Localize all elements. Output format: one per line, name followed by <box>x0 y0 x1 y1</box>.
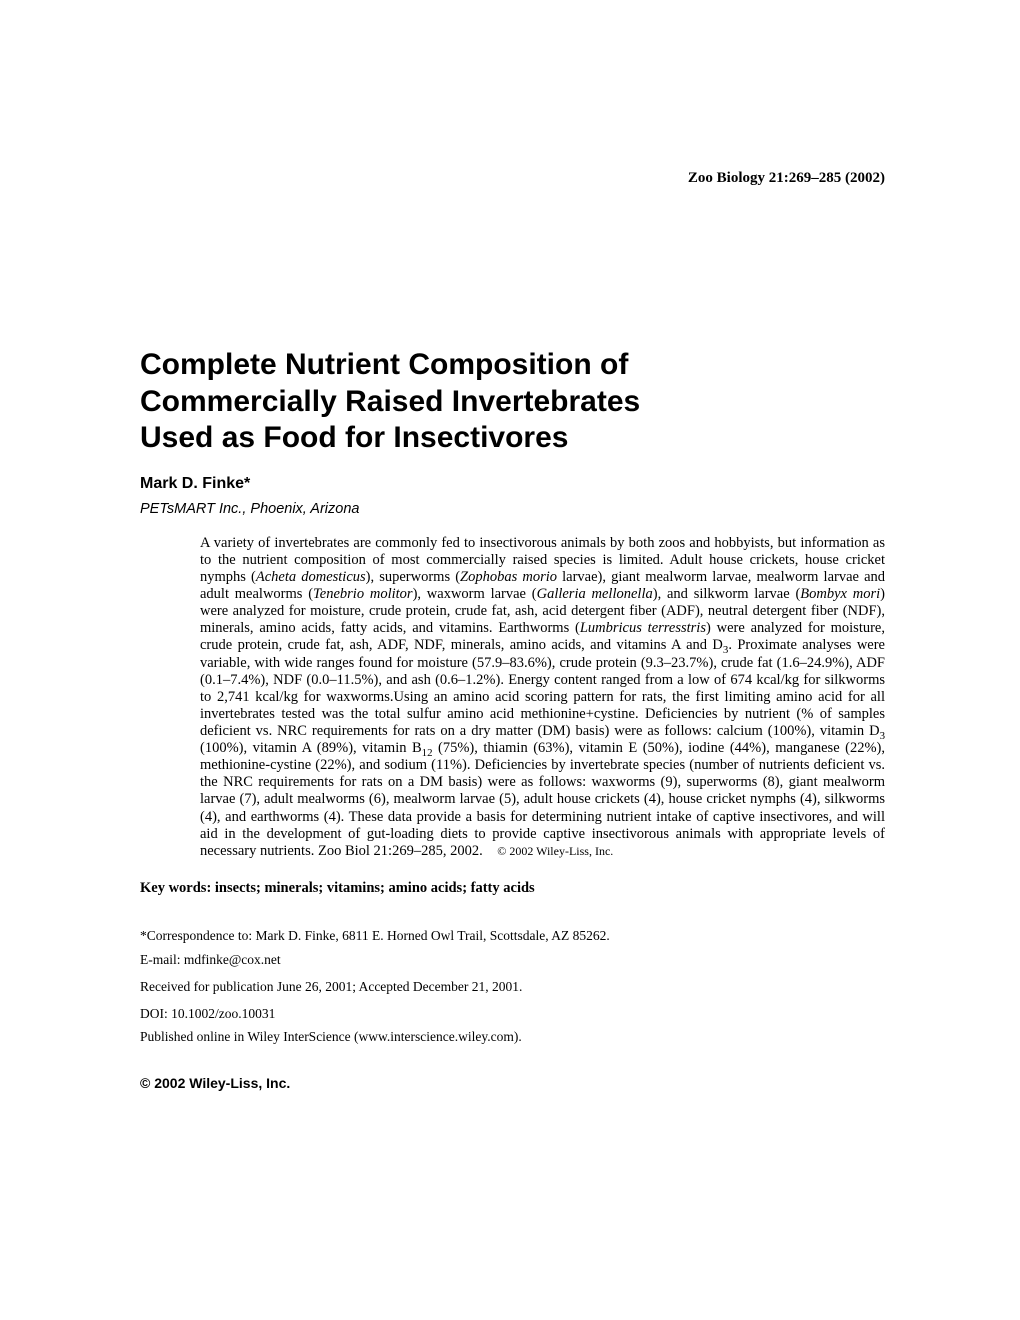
journal-header: Zoo Biology 21:269–285 (2002) <box>140 170 890 187</box>
article-title: Complete Nutrient Composition of Commerc… <box>140 347 890 457</box>
page-container: Zoo Biology 21:269–285 (2002) Complete N… <box>0 0 1020 1151</box>
author-name: Mark D. Finke* <box>140 475 890 493</box>
title-line-2: Commercially Raised Invertebrates <box>140 385 640 418</box>
received-date: Received for publication June 26, 2001; … <box>140 978 890 997</box>
title-line-1: Complete Nutrient Composition of <box>140 348 628 381</box>
abstract-copyright: © 2002 Wiley-Liss, Inc. <box>497 844 613 858</box>
abstract-text: A variety of invertebrates are commonly … <box>200 535 885 860</box>
title-line-3: Used as Food for Insectivores <box>140 421 568 454</box>
keywords-line: Key words: insects; minerals; vitamins; … <box>140 880 890 897</box>
footer-block: *Correspondence to: Mark D. Finke, 6811 … <box>140 927 890 1047</box>
author-affiliation: PETsMART Inc., Phoenix, Arizona <box>140 501 890 517</box>
correspondence-address: *Correspondence to: Mark D. Finke, 6811 … <box>140 927 890 946</box>
copyright-footer: © 2002 Wiley-Liss, Inc. <box>140 1075 890 1091</box>
published-online: Published online in Wiley InterScience (… <box>140 1028 890 1047</box>
doi-line: DOI: 10.1002/zoo.10031 <box>140 1005 890 1024</box>
correspondence-email: E-mail: mdfinke@cox.net <box>140 951 890 970</box>
